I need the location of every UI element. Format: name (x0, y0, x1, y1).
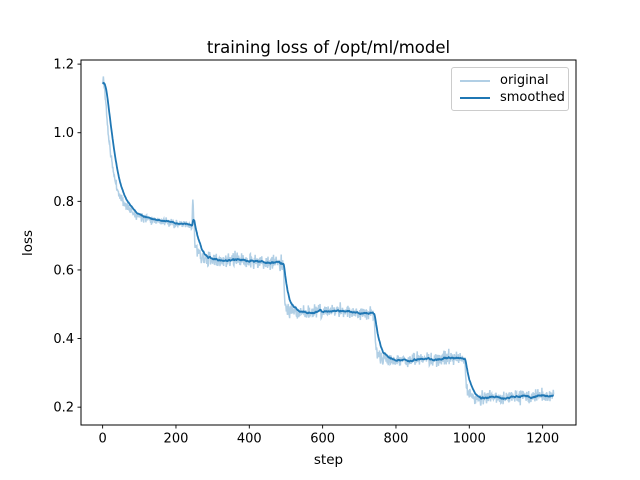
y-tick-label: 0.4 (53, 332, 74, 347)
legend-item-original: original (460, 72, 560, 89)
x-tick-label: 1200 (526, 432, 559, 447)
x-tick-label: 0 (98, 432, 106, 447)
y-tick-label: 0.2 (53, 401, 74, 416)
legend-label-original: original (500, 73, 549, 88)
x-tick-label: 600 (310, 432, 335, 447)
x-tick-label: 200 (164, 432, 189, 447)
y-tick-label: 1.0 (53, 126, 74, 141)
legend-item-smoothed: smoothed (460, 89, 565, 106)
legend: original smoothed (451, 67, 569, 111)
legend-label-smoothed: smoothed (500, 90, 565, 105)
y-tick-label: 1.2 (53, 58, 74, 73)
x-tick-label: 800 (384, 432, 409, 447)
x-tick-label: 400 (237, 432, 262, 447)
y-tick-label: 0.8 (53, 195, 74, 210)
x-tick-label: 1000 (453, 432, 486, 447)
original-loss-line (101, 76, 555, 406)
x-axis-label: step (313, 452, 344, 468)
smoothed-loss-line (102, 81, 555, 400)
y-axis-label: loss (20, 229, 36, 257)
y-tick-label: 0.6 (53, 263, 74, 278)
original-line-swatch (460, 79, 490, 82)
chart-title: training loss of /opt/ml/model (206, 38, 451, 57)
smoothed-line-swatch (460, 96, 490, 99)
